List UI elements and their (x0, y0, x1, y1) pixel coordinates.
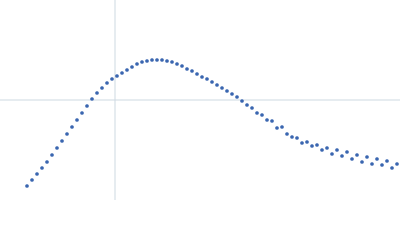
data-point (270, 119, 274, 123)
data-point (65, 132, 69, 136)
data-point (375, 157, 379, 161)
data-point (180, 64, 184, 68)
data-point (30, 178, 34, 182)
data-point (325, 146, 329, 150)
data-point (345, 150, 349, 154)
data-point (110, 77, 114, 81)
data-point (390, 166, 394, 170)
data-point (220, 86, 224, 90)
data-point (305, 140, 309, 144)
data-point (45, 160, 49, 164)
data-point (35, 172, 39, 176)
chart (0, 0, 400, 200)
data-point (50, 153, 54, 157)
data-point (70, 125, 74, 129)
data-point (85, 104, 89, 108)
data-point (150, 58, 154, 62)
data-point (350, 157, 354, 161)
data-point (200, 75, 204, 79)
data-point (105, 81, 109, 85)
data-point (355, 153, 359, 157)
data-point (75, 118, 79, 122)
data-point (315, 143, 319, 147)
data-point (250, 106, 254, 110)
data-point (340, 154, 344, 158)
data-point (370, 162, 374, 166)
data-point (160, 58, 164, 62)
data-point (380, 163, 384, 167)
data-point (210, 80, 214, 84)
data-point (100, 86, 104, 90)
data-point (55, 146, 59, 150)
data-point (125, 68, 129, 72)
data-point (290, 135, 294, 139)
data-point (300, 141, 304, 145)
data-point (170, 60, 174, 64)
data-point (190, 69, 194, 73)
data-point (285, 132, 289, 136)
data-point (60, 139, 64, 143)
data-point (225, 89, 229, 93)
data-point (320, 148, 324, 152)
data-point (140, 60, 144, 64)
data-point (245, 103, 249, 107)
data-point (295, 136, 299, 140)
data-point (130, 65, 134, 69)
data-point (365, 155, 369, 159)
data-point (165, 59, 169, 63)
data-point (240, 99, 244, 103)
data-point (330, 152, 334, 156)
data-point (280, 125, 284, 129)
data-point (90, 97, 94, 101)
data-point (185, 67, 189, 71)
data-point (235, 95, 239, 99)
data-point (395, 162, 399, 166)
data-point (175, 62, 179, 66)
data-point (115, 74, 119, 78)
data-point (215, 83, 219, 87)
data-point (135, 62, 139, 66)
data-point (120, 71, 124, 75)
data-point (80, 111, 84, 115)
data-point (310, 144, 314, 148)
data-point (155, 58, 159, 62)
data-point (360, 160, 364, 164)
data-point (335, 148, 339, 152)
data-point (260, 113, 264, 117)
data-point (205, 77, 209, 81)
data-point (195, 72, 199, 76)
data-point (40, 166, 44, 170)
data-point (25, 184, 29, 188)
data-point (275, 126, 279, 130)
data-point (95, 91, 99, 95)
data-point (255, 111, 259, 115)
data-point (145, 59, 149, 63)
data-point (230, 92, 234, 96)
data-point (385, 159, 389, 163)
data-point (265, 118, 269, 122)
